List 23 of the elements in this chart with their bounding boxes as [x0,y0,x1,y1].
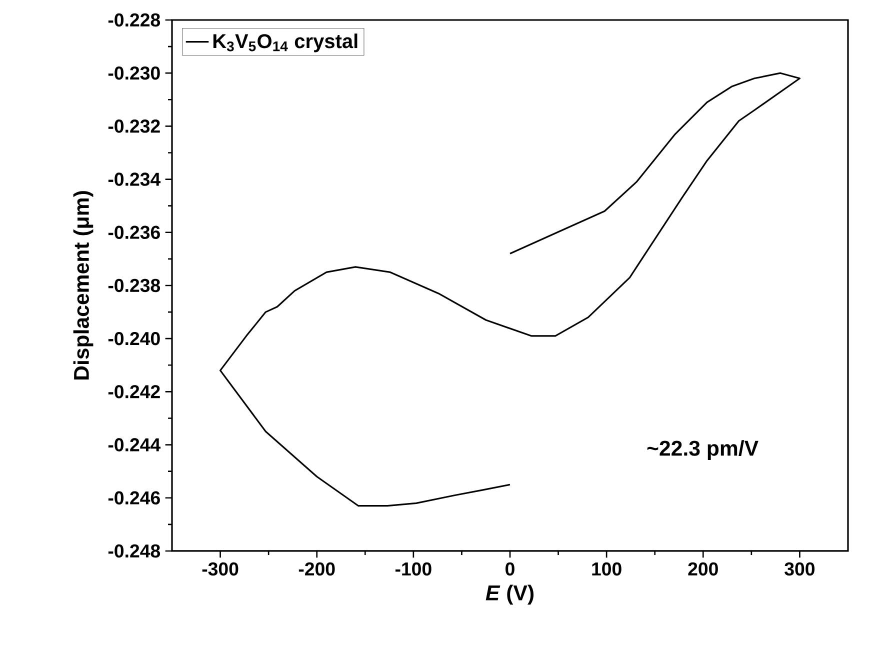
y-tick-label: -0.244 [108,438,161,452]
y-tick-label: -0.242 [108,385,160,398]
legend-label: K$_{3}$V$_{5}$O$_{14}$ crystal [213,34,358,52]
line-series [219,72,801,507]
x-tick-label: 200 [688,562,718,576]
y-tick-label: -0.234 [108,172,161,186]
y-tick-label: -0.240 [108,332,160,346]
x-tick-label: 0 [506,562,514,576]
annotation: ~22.3 pm/V [647,440,758,460]
y-tick-label: -0.236 [108,226,160,240]
y-tick-label: -0.228 [108,13,160,27]
y-tick-label: -0.238 [108,278,160,292]
x-tick-label: -300 [202,562,238,576]
x-tick-label: -200 [298,562,335,576]
y-tick-label: -0.248 [108,544,160,558]
x-tick-label: -100 [395,562,432,576]
y-axis-title: Displacement (μm) [73,191,94,380]
x-tick-label: 100 [592,562,622,576]
x-axis-title: E (V) [486,584,534,605]
y-tick-label: -0.246 [108,491,160,504]
y-tick-label: -0.230 [108,66,160,80]
y-tick-label: -0.232 [108,120,160,133]
x-tick-label: 300 [784,562,815,576]
